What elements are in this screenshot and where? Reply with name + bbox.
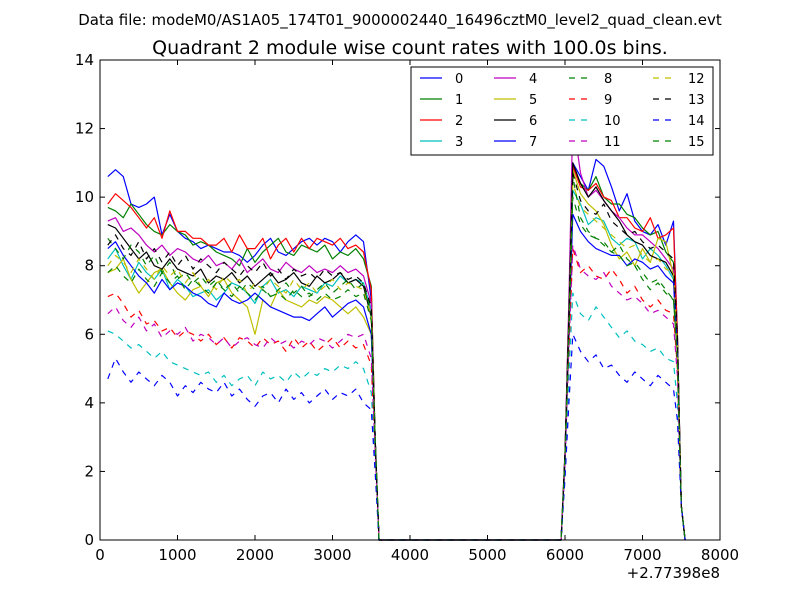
legend-label: 6 xyxy=(529,114,537,129)
y-tick-label: 6 xyxy=(84,325,94,343)
series-line-2 xyxy=(107,165,686,541)
legend-entry-9: 9 xyxy=(569,93,612,108)
legend-entry-5: 5 xyxy=(494,93,537,108)
legend-label: 9 xyxy=(604,93,612,108)
y-tick-label: 2 xyxy=(84,462,94,480)
x-tick-label: 0 xyxy=(95,546,105,564)
x-tick-label: 7000 xyxy=(623,546,661,564)
legend-entry-14: 14 xyxy=(653,114,705,129)
x-tick-labels: 0 1000 2000 3000 4000 5000 6000 7000 8000 xyxy=(95,546,739,564)
series-line-5 xyxy=(107,169,686,541)
legend-entry-6: 6 xyxy=(494,114,537,129)
series-line-0 xyxy=(107,158,686,541)
legend-label: 5 xyxy=(529,93,537,108)
legend-label: 13 xyxy=(688,93,705,108)
legend-entry-13: 13 xyxy=(653,93,705,108)
x-tick-label: 4000 xyxy=(391,546,429,564)
y-tick-label: 12 xyxy=(75,120,94,138)
series-line-3 xyxy=(107,189,686,541)
x-tick-label: 8000 xyxy=(701,546,739,564)
series-line-13 xyxy=(107,172,686,541)
suptitle: Data file: modeM0/AS1A05_174T01_90000024… xyxy=(78,11,722,30)
legend-entry-10: 10 xyxy=(569,114,621,129)
legend-entry-11: 11 xyxy=(569,135,621,150)
legend-label: 7 xyxy=(529,135,537,150)
legend-entry-8: 8 xyxy=(569,72,612,87)
x-tick-label: 2000 xyxy=(236,546,274,564)
legend-label: 14 xyxy=(688,114,705,129)
series-line-9 xyxy=(107,248,686,541)
series-line-6 xyxy=(107,162,686,541)
legend-label: 12 xyxy=(688,72,705,87)
legend-label: 11 xyxy=(604,135,621,150)
y-tick-label: 0 xyxy=(84,531,94,549)
x-tick-label: 1000 xyxy=(158,546,196,564)
series-line-14 xyxy=(107,333,686,541)
legend-label: 4 xyxy=(529,72,537,87)
y-tick-label: 8 xyxy=(84,257,94,275)
legend-entry-1: 1 xyxy=(420,93,463,108)
legend-box xyxy=(410,66,714,156)
y-tick-labels: 0 2 4 6 8 10 12 14 xyxy=(75,51,94,549)
series-lines xyxy=(107,117,686,541)
legend-entry-4: 4 xyxy=(494,72,537,87)
series-line-12 xyxy=(107,182,686,541)
x-offset-label: +2.77398e8 xyxy=(627,564,720,582)
series-line-15 xyxy=(107,196,686,541)
y-tick-label: 14 xyxy=(75,51,94,69)
legend-label: 8 xyxy=(604,72,612,87)
legend-entry-7: 7 xyxy=(494,135,537,150)
legend-label: 0 xyxy=(455,72,463,87)
legend-entry-12: 12 xyxy=(653,72,705,87)
legend-entry-3: 3 xyxy=(420,135,463,150)
x-tick-label: 6000 xyxy=(546,546,584,564)
x-tick-label: 3000 xyxy=(313,546,351,564)
chart-title: Quadrant 2 module wise count rates with … xyxy=(152,37,668,59)
x-tick-label: 5000 xyxy=(468,546,506,564)
legend-label: 10 xyxy=(604,114,621,129)
y-tick-label: 4 xyxy=(84,394,94,412)
legend-label: 15 xyxy=(688,135,705,150)
legend-label: 2 xyxy=(455,114,463,129)
legend-entry-15: 15 xyxy=(653,135,705,150)
series-line-1 xyxy=(107,165,686,541)
series-line-4 xyxy=(107,117,686,541)
y-tick-label: 10 xyxy=(75,188,94,206)
legend-entry-0: 0 xyxy=(420,72,463,87)
legend-entry-2: 2 xyxy=(420,114,463,129)
series-line-10 xyxy=(107,292,686,541)
legend-label: 1 xyxy=(455,93,463,108)
plot-frame xyxy=(99,59,721,541)
legend-label: 3 xyxy=(455,135,463,150)
